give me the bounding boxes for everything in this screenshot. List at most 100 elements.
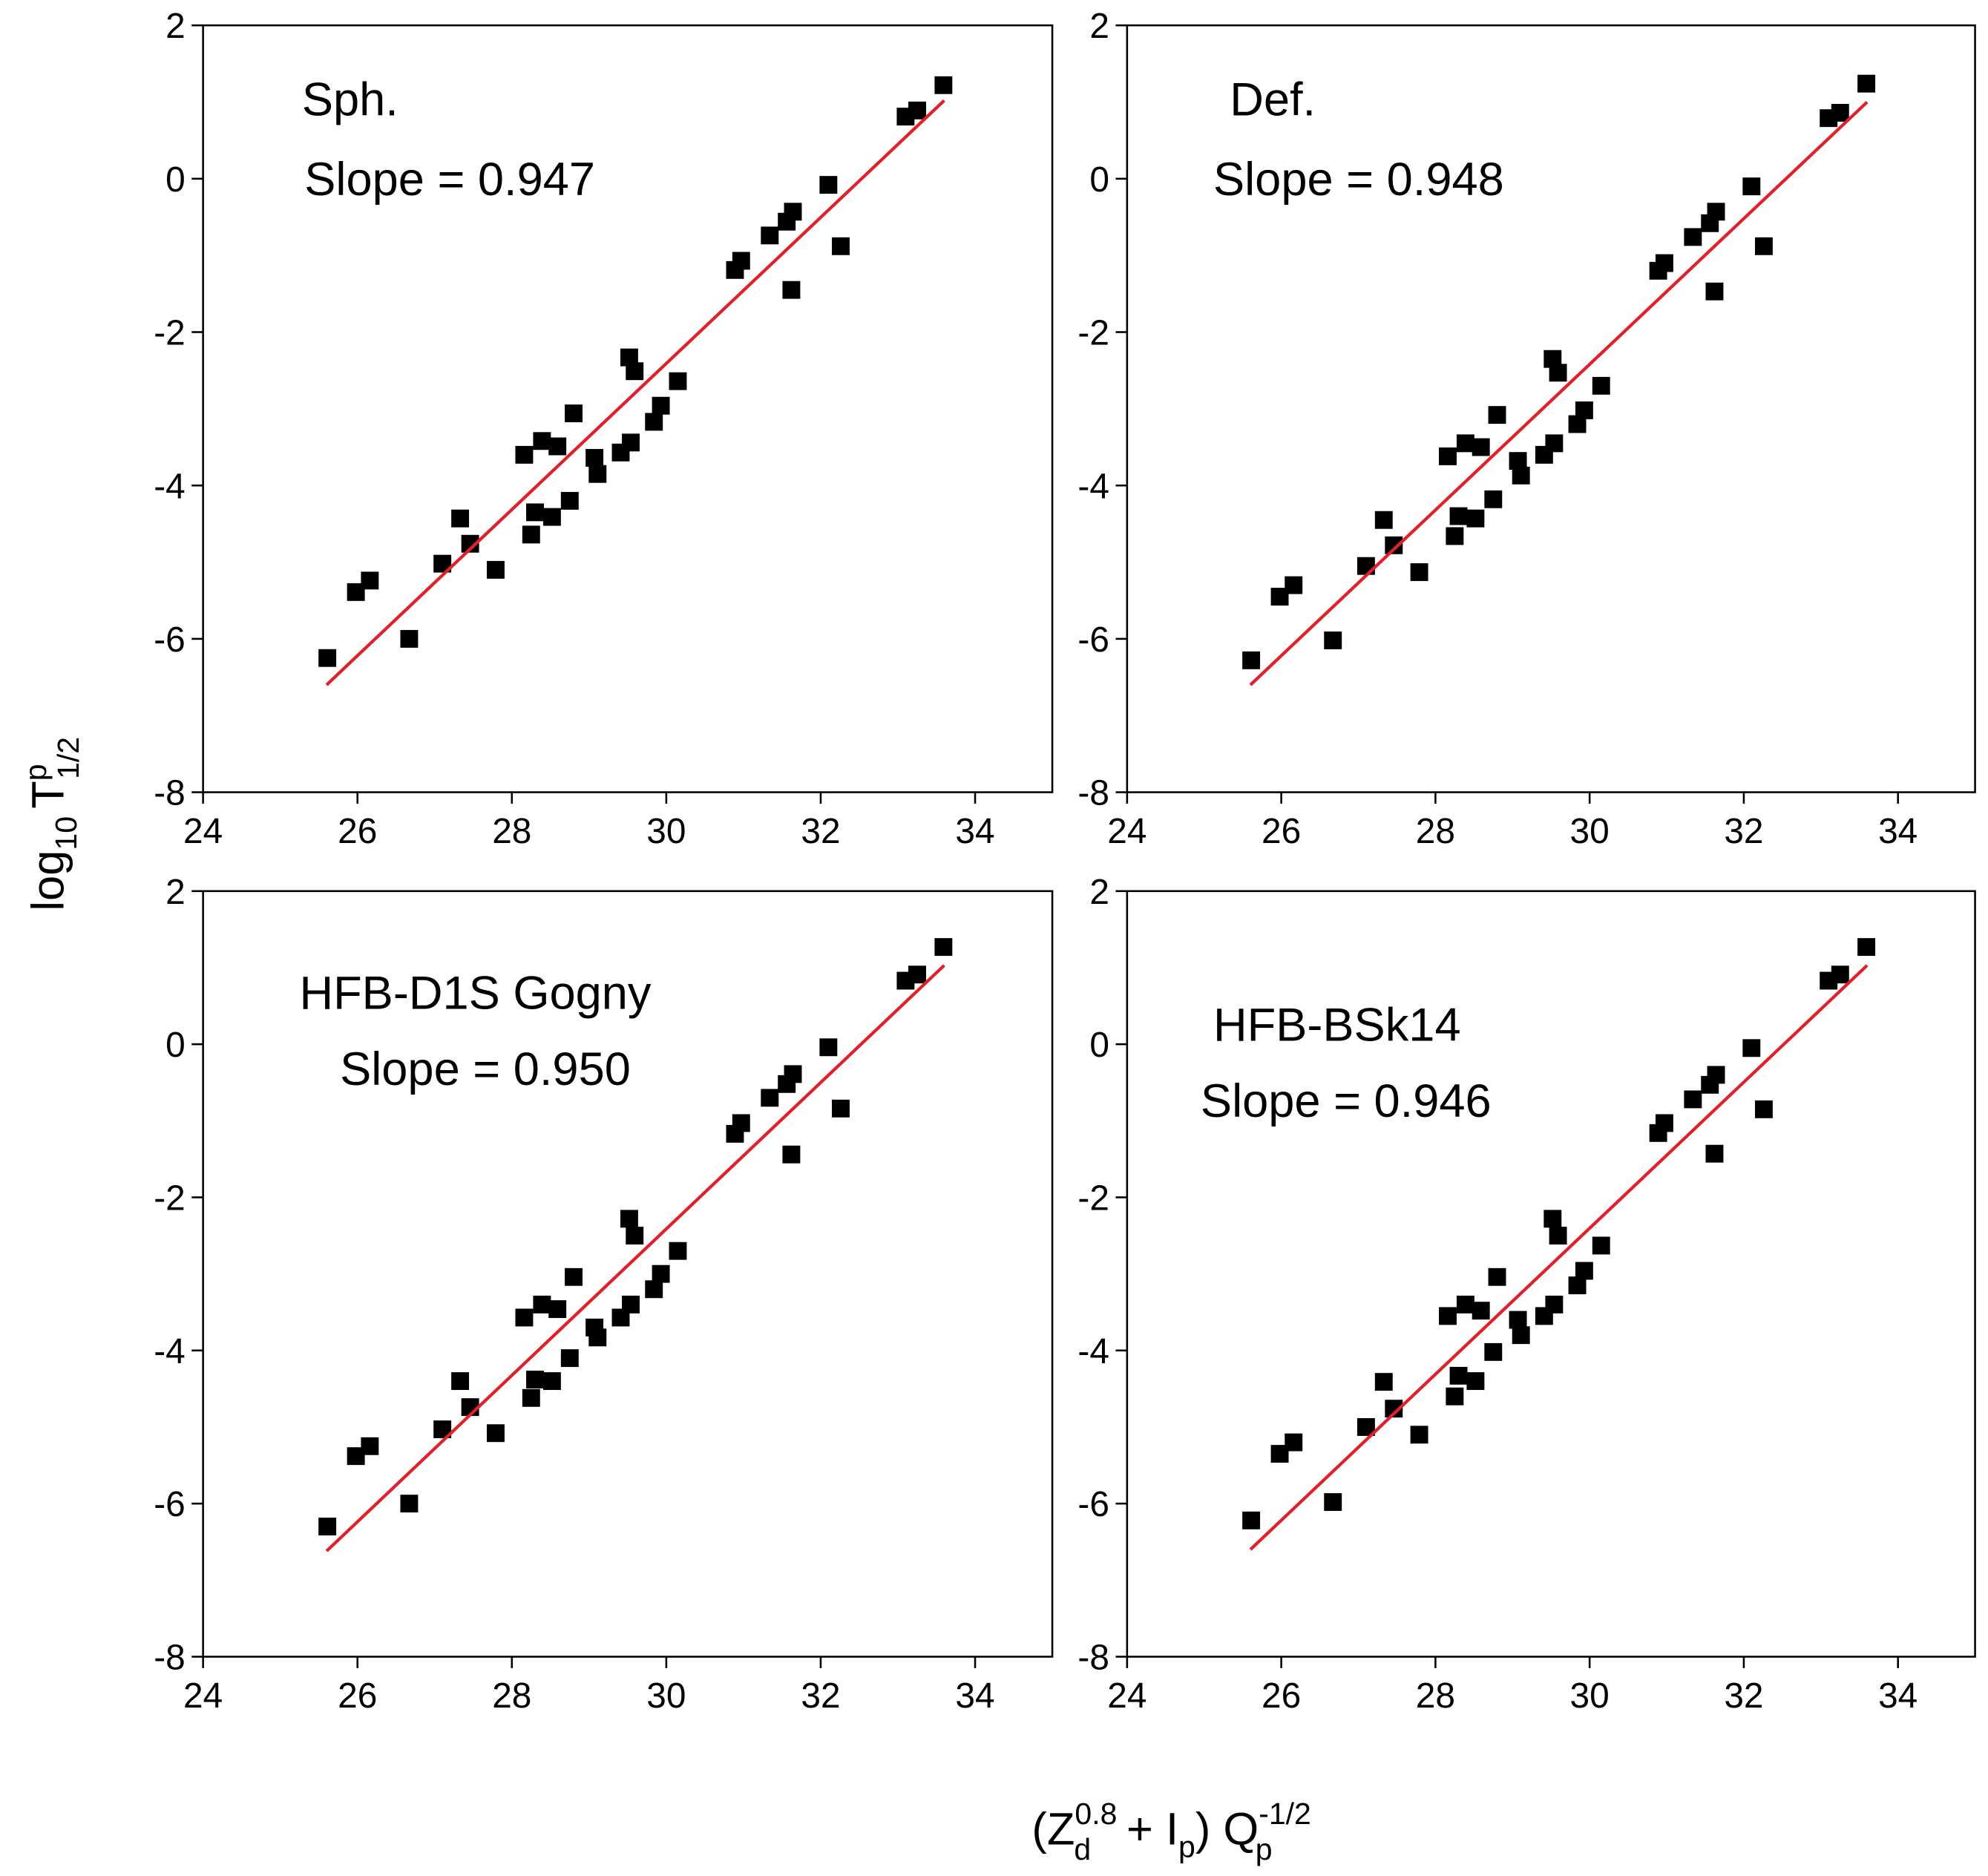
data-point (361, 1437, 379, 1455)
y-axis-label: log10 Tp1/2 (19, 737, 85, 911)
fit-line (325, 99, 945, 686)
x-tick-label: 28 (1416, 1676, 1455, 1716)
data-point (1488, 406, 1506, 424)
data-point (1512, 1326, 1530, 1345)
data-point (1488, 1267, 1506, 1286)
data-point (934, 938, 953, 957)
data-point (645, 413, 663, 431)
data-point (1545, 434, 1564, 453)
data-point (542, 508, 561, 526)
data-point (1568, 415, 1587, 433)
panel: 24 26 28 30 32 34 -8 -6 -4 -2 0 2 HFB-BSk14 Slope = 0… (1077, 873, 1976, 1716)
data-point (515, 445, 534, 464)
data-point (1512, 466, 1530, 485)
y-tick-label: -6 (1077, 620, 1109, 660)
label-part: -1/2 (1259, 1797, 1311, 1831)
data-point (565, 1267, 583, 1286)
data-point (761, 1089, 779, 1107)
x-tick-label: 26 (1262, 1676, 1301, 1716)
data-point (548, 1300, 567, 1319)
data-point (1374, 1373, 1393, 1391)
annotation: Slope = 0.948 (1213, 154, 1504, 206)
y-tick-label: -6 (154, 1485, 186, 1524)
data-point (542, 1372, 561, 1391)
data-point (782, 1145, 801, 1164)
label-part: 10 (49, 816, 83, 850)
x-tick-label: 26 (338, 1676, 377, 1716)
y-tick-label: -8 (154, 1639, 186, 1678)
data-point (1466, 509, 1485, 528)
data-point (522, 1388, 540, 1407)
data-point (548, 437, 567, 456)
data-point (908, 965, 926, 984)
label-part: log (23, 850, 74, 911)
data-point (652, 396, 670, 415)
data-point (1285, 576, 1303, 594)
data-point (1456, 434, 1474, 453)
data-point (515, 1308, 534, 1327)
data-point (588, 465, 607, 483)
annotation: Sph. (302, 73, 398, 125)
fit-line (325, 964, 945, 1552)
data-point (732, 1114, 750, 1132)
data-point (669, 372, 687, 390)
data-point (645, 1280, 663, 1299)
data-point (652, 1265, 670, 1283)
annotation: HFB-D1S Gogny (299, 968, 651, 1020)
data-point (1242, 1511, 1261, 1529)
label-part: 1/2 (51, 737, 85, 779)
data-point (1575, 1262, 1593, 1280)
data-point (1270, 588, 1289, 606)
y-tick-label: -4 (154, 1332, 186, 1371)
data-point (1484, 490, 1503, 508)
x-tick-label: 24 (183, 1676, 223, 1716)
data-point (1472, 1302, 1490, 1320)
fit-line (1249, 964, 1869, 1551)
data-point (347, 583, 365, 601)
data-point (585, 449, 604, 467)
y-tick-label: -2 (1077, 1179, 1109, 1219)
data-point (934, 76, 953, 94)
data-point (1544, 350, 1562, 368)
data-point (908, 101, 926, 119)
y-tick-label: 2 (1089, 873, 1109, 912)
data-point (347, 1447, 365, 1466)
x-tick-label: 30 (1570, 812, 1610, 851)
data-point (819, 176, 838, 194)
data-point (626, 362, 644, 381)
data-point (620, 1210, 638, 1228)
data-point (486, 560, 505, 579)
data-point (761, 226, 779, 245)
data-point (451, 1372, 470, 1391)
x-tick-label: 32 (801, 1676, 840, 1716)
y-tick-label: -8 (1077, 1639, 1109, 1678)
y-tick-label: -2 (1077, 314, 1109, 353)
x-tick-label: 28 (492, 1676, 531, 1716)
data-point (1684, 1090, 1702, 1109)
data-point (1285, 1433, 1303, 1452)
data-point (1446, 1387, 1464, 1406)
data-point (526, 503, 544, 522)
x-tick-label: 34 (955, 1676, 994, 1716)
data-point (1831, 104, 1849, 122)
data-point (622, 1295, 640, 1313)
panel: 24 26 28 30 32 34 -8 -6 -4 -2 0 2 Def. Slope = 0.948 (1077, 7, 1976, 851)
label-part: T (23, 781, 74, 809)
data-point (1449, 1366, 1468, 1385)
label-part: p (1178, 1829, 1195, 1863)
y-tick-label: 2 (165, 873, 186, 912)
data-point (782, 281, 801, 299)
plot-frame (202, 24, 1054, 793)
data-point (784, 203, 802, 221)
data-point (1509, 452, 1527, 470)
plot-frame (202, 890, 1054, 1658)
data-point (1324, 631, 1342, 649)
data-point (1592, 376, 1610, 395)
x-tick-label: 32 (801, 812, 840, 851)
y-tick-label: -8 (154, 774, 186, 813)
x-tick-label: 32 (1724, 1676, 1763, 1716)
data-point (1456, 1295, 1474, 1313)
data-point (533, 432, 551, 450)
y-tick-label: -6 (154, 620, 186, 660)
annotation: Slope = 0.950 (340, 1043, 631, 1095)
